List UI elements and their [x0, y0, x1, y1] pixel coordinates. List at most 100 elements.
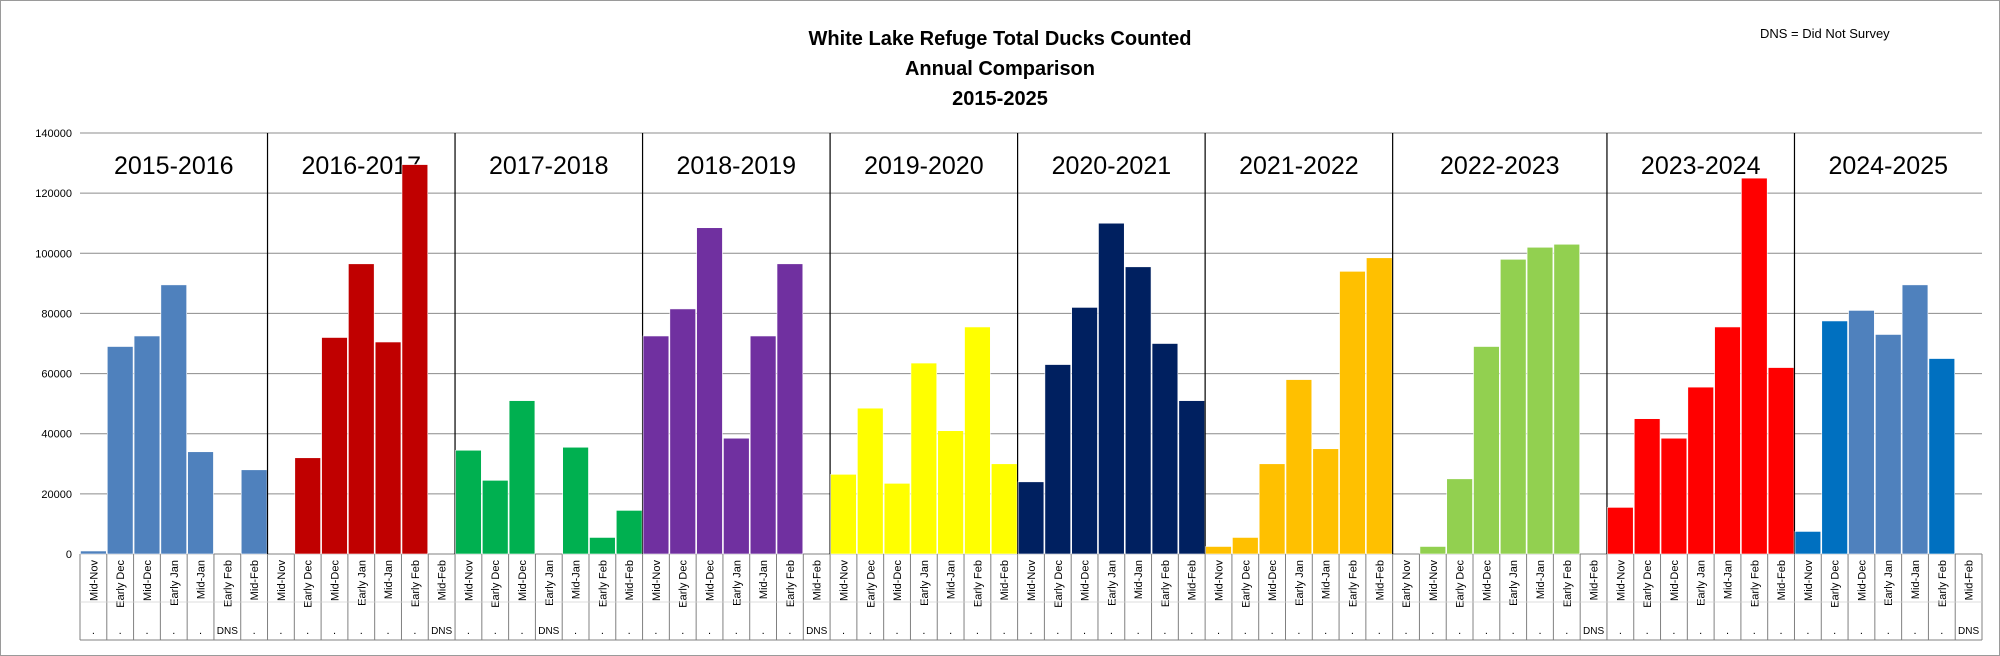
x-tick-label: Mid-Feb: [1187, 560, 1199, 600]
bar: [696, 227, 723, 555]
season-label: 2024-2025: [1828, 152, 1948, 180]
bar: [321, 337, 348, 555]
x-tick-label: Early Dec: [303, 560, 315, 608]
y-tick-label: 20000: [41, 489, 72, 501]
x-tick-label: Early Dec: [1455, 560, 1467, 608]
x-tick-label: Early Feb: [785, 560, 797, 607]
y-tick-label: 120000: [35, 188, 72, 200]
survey-mark: .: [360, 625, 363, 637]
x-tick-label: Mid-Jan: [1133, 560, 1145, 599]
bar: [1178, 400, 1205, 555]
dns-mark: DNS: [538, 626, 559, 637]
survey-mark: .: [976, 625, 979, 637]
x-tick-label: Mid-Jan: [1910, 560, 1922, 599]
survey-mark: .: [896, 625, 899, 637]
survey-mark: .: [1538, 625, 1541, 637]
dns-mark: DNS: [217, 626, 238, 637]
season-label: 2015-2016: [114, 152, 234, 180]
x-tick-label: Early Feb: [597, 560, 609, 607]
x-tick-label: Early Nov: [1401, 560, 1413, 608]
survey-mark: .: [1619, 625, 1622, 637]
bar: [374, 341, 402, 555]
x-tick-label: Mid-Jan: [1723, 560, 1735, 599]
survey-mark: .: [1110, 625, 1113, 637]
x-tick-label: Early Dec: [1240, 560, 1252, 608]
x-tick-label: Mid-Jan: [196, 560, 208, 599]
survey-mark: .: [494, 625, 497, 637]
x-tick-label: Mid-Jan: [1321, 560, 1333, 599]
survey-mark: .: [1405, 625, 1408, 637]
bar: [401, 164, 429, 555]
survey-mark: .: [387, 625, 390, 637]
season-label: 2022-2023: [1440, 152, 1560, 180]
bar: [1741, 177, 1768, 555]
survey-mark: .: [601, 625, 604, 637]
season-label: 2019-2020: [864, 152, 984, 180]
x-tick-label: Mid-Nov: [1803, 560, 1815, 601]
x-tick-label: Mid-Dec: [142, 560, 154, 601]
survey-mark: .: [949, 625, 952, 637]
survey-mark: .: [1699, 625, 1702, 637]
bar: [133, 335, 161, 555]
season-label: 2021-2022: [1239, 152, 1359, 180]
bar: [1044, 364, 1071, 555]
bar: [1285, 379, 1313, 555]
x-tick-label: Early Dec: [490, 560, 502, 608]
bar: [776, 263, 804, 555]
bar: [1312, 448, 1339, 555]
x-tick-label: Mid-Jan: [383, 560, 395, 599]
x-tick-label: Early Jan: [544, 560, 556, 606]
x-tick-label: Mid-Nov: [651, 560, 663, 601]
survey-mark: .: [1003, 625, 1006, 637]
bar: [240, 469, 268, 555]
bar: [1714, 326, 1741, 555]
survey-mark: .: [1940, 625, 1943, 637]
x-tick-label: Mid-Feb: [249, 560, 261, 600]
x-tick-label: Mid-Dec: [1669, 560, 1681, 601]
survey-mark: .: [628, 625, 631, 637]
bar: [348, 263, 375, 555]
bar: [80, 550, 107, 555]
x-tick-label: Early Jan: [1883, 560, 1895, 606]
survey-mark: .: [762, 625, 765, 637]
survey-mark: .: [1753, 625, 1756, 637]
survey-mark: .: [1297, 625, 1300, 637]
x-tick-label: Early Feb: [1937, 560, 1949, 607]
survey-mark: .: [654, 625, 657, 637]
y-tick-label: 40000: [41, 429, 72, 441]
survey-mark: .: [842, 625, 845, 637]
survey-mark: .: [1565, 625, 1568, 637]
bar: [1098, 222, 1125, 555]
x-tick-label: Mid-Feb: [1964, 560, 1976, 600]
x-tick-label: Early Feb: [410, 560, 422, 607]
bar: [1366, 257, 1393, 555]
season-label: 2017-2018: [489, 152, 609, 180]
x-tick-label: Early Jan: [1508, 560, 1520, 606]
x-tick-label: Early Feb: [1749, 560, 1761, 607]
survey-mark: .: [413, 625, 416, 637]
survey-mark: .: [253, 625, 256, 637]
x-tick-label: Mid-Dec: [1856, 560, 1868, 601]
survey-mark: .: [520, 625, 523, 637]
bar: [1794, 531, 1822, 555]
bar: [830, 474, 857, 555]
dns-mark: DNS: [431, 626, 452, 637]
survey-mark: .: [788, 625, 791, 637]
bar: [1017, 481, 1045, 555]
bar: [1633, 418, 1661, 555]
bar: [1901, 284, 1929, 555]
survey-mark: .: [1378, 625, 1381, 637]
survey-mark: .: [1029, 625, 1032, 637]
survey-mark: .: [1217, 625, 1220, 637]
x-tick-label: Early Jan: [1294, 560, 1306, 606]
x-tick-label: Mid-Nov: [1026, 560, 1038, 601]
x-tick-label: Mid-Feb: [1589, 560, 1601, 600]
bar: [1660, 437, 1688, 555]
survey-mark: .: [708, 625, 711, 637]
x-tick-label: Mid-Feb: [1374, 560, 1386, 600]
bar: [1526, 246, 1554, 555]
chart-title-line-2: Annual Comparison: [904, 58, 1095, 80]
survey-mark: .: [735, 625, 738, 637]
x-tick-label: Mid-Dec: [1267, 560, 1279, 601]
chart-title-line-1: White Lake Refuge Total Ducks Counted: [808, 28, 1192, 50]
